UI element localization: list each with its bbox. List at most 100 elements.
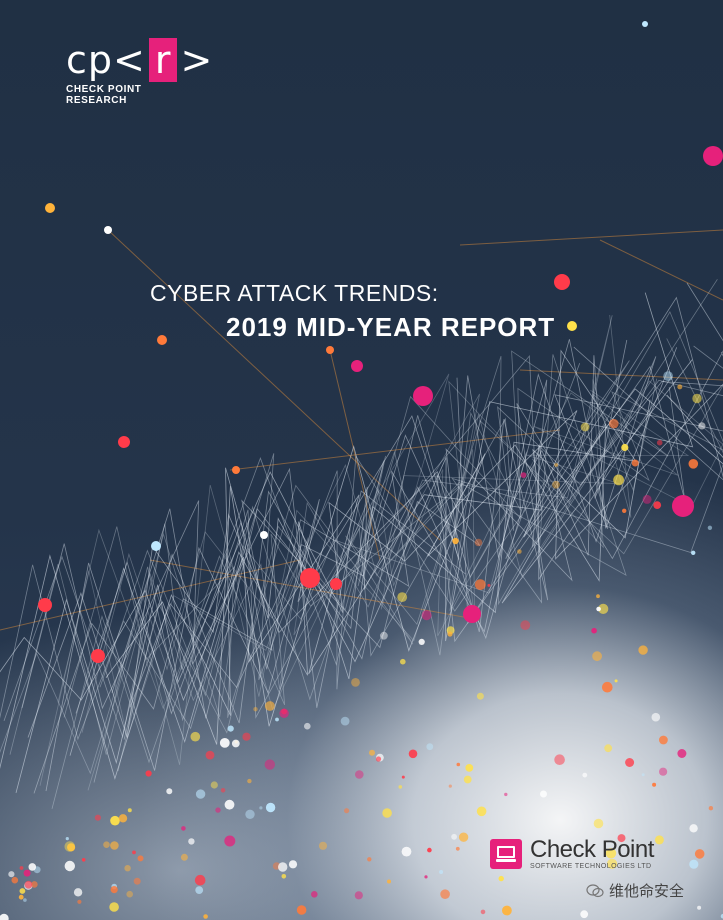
glow-dot: [401, 846, 412, 857]
wireframe-line: [3, 354, 723, 739]
check-point-icon: [490, 839, 522, 869]
wireframe-line: [51, 279, 718, 809]
glow-dot: [424, 875, 428, 879]
glow-dot: [421, 610, 432, 621]
glow-dot: [474, 579, 486, 590]
glow-dot: [311, 891, 318, 898]
glow-dot: [692, 393, 702, 404]
glow-dot: [694, 849, 705, 859]
glow-dot: [656, 439, 663, 446]
glow-dot: [480, 909, 486, 915]
glow-dot: [502, 905, 512, 916]
glow-dot: [596, 594, 600, 599]
glow-dot: [613, 474, 624, 486]
glow-dot: [720, 913, 723, 919]
glow-dot: [463, 605, 481, 623]
glow-dot: [663, 371, 673, 381]
wireframe-line: [75, 339, 657, 715]
glow-dot: [180, 853, 188, 861]
glow-dot: [380, 631, 388, 640]
report-title-line1: CYBER ATTACK TRENDS:: [150, 280, 439, 306]
glow-dot: [554, 274, 570, 290]
glow-dot: [465, 764, 474, 772]
glow-dot: [45, 203, 55, 213]
glow-dot: [367, 857, 372, 862]
glow-dot: [18, 894, 24, 900]
wireframe-line: [129, 375, 723, 708]
glow-dot: [127, 808, 132, 813]
logo-mark-left: cp<: [66, 38, 146, 82]
glow-dot: [132, 850, 136, 855]
glow-dot: [109, 902, 119, 912]
glow-dot: [245, 809, 255, 819]
glow-dot: [707, 525, 713, 530]
glow-dot: [688, 459, 699, 469]
glow-dot: [413, 386, 433, 406]
brand-name: Check Point: [530, 836, 654, 863]
wireframe-line: [69, 349, 723, 756]
glow-dot: [247, 778, 252, 784]
wireframe-line: [15, 359, 693, 794]
glow-dot: [677, 749, 687, 758]
glow-dot: [659, 735, 668, 745]
glow-dot: [604, 744, 613, 753]
glow-dot: [31, 881, 38, 888]
glow-dot: [157, 335, 167, 345]
glow-dot: [28, 863, 37, 871]
wireframe-line: [0, 315, 613, 775]
wechat-icon: [586, 883, 604, 897]
glow-dot: [104, 226, 112, 234]
glow-dot: [118, 436, 130, 448]
glow-dot: [659, 767, 668, 776]
glow-dot: [582, 772, 588, 778]
glow-dot: [398, 785, 403, 789]
connector-line: [459, 229, 723, 246]
glow-dot: [73, 888, 83, 897]
wireframe-line: [111, 282, 723, 719]
glow-dot: [652, 782, 657, 787]
glow-dot: [219, 738, 230, 748]
connector-line: [329, 349, 381, 561]
glow-dot: [651, 712, 661, 722]
glow-dot: [708, 806, 714, 811]
glow-dot: [498, 875, 504, 882]
logo-mark-box: r: [148, 38, 178, 82]
glow-dot: [697, 905, 702, 910]
glow-dot: [253, 707, 258, 712]
glow-dot: [67, 843, 76, 852]
glow-dot: [540, 790, 547, 798]
glow-dot: [220, 788, 226, 793]
glow-dot: [326, 346, 334, 354]
glow-dot: [653, 501, 662, 509]
glow-dot: [622, 508, 627, 513]
wireframe-line: [57, 314, 632, 710]
glow-dot: [279, 708, 289, 718]
connector-line: [599, 239, 723, 301]
glow-dot: [81, 858, 86, 862]
glow-dot: [642, 494, 652, 504]
glow-dot: [621, 443, 629, 452]
glow-dot: [418, 638, 425, 646]
glow-dot: [427, 847, 432, 853]
glow-dot: [354, 891, 363, 900]
glow-dot: [195, 886, 204, 894]
glow-dot: [91, 649, 105, 663]
glow-dot: [275, 717, 279, 722]
check-point-logo: Check Point SOFTWARE TECHNOLOGIES LTD: [490, 838, 654, 870]
glow-dot: [64, 841, 76, 852]
glow-dot: [232, 466, 240, 474]
glow-dot: [614, 679, 618, 683]
wireframe-line: [87, 392, 723, 791]
glow-dot: [691, 550, 696, 555]
glow-dot: [118, 814, 128, 823]
glow-dot: [190, 731, 201, 742]
wireframe-line: [45, 376, 673, 792]
glow-dot: [689, 824, 698, 833]
glow-dot: [281, 874, 287, 879]
glow-dot: [448, 784, 452, 788]
glow-dot: [689, 859, 699, 869]
connector-line: [149, 559, 481, 621]
glow-dot: [166, 788, 173, 795]
glow-dot: [110, 815, 120, 826]
